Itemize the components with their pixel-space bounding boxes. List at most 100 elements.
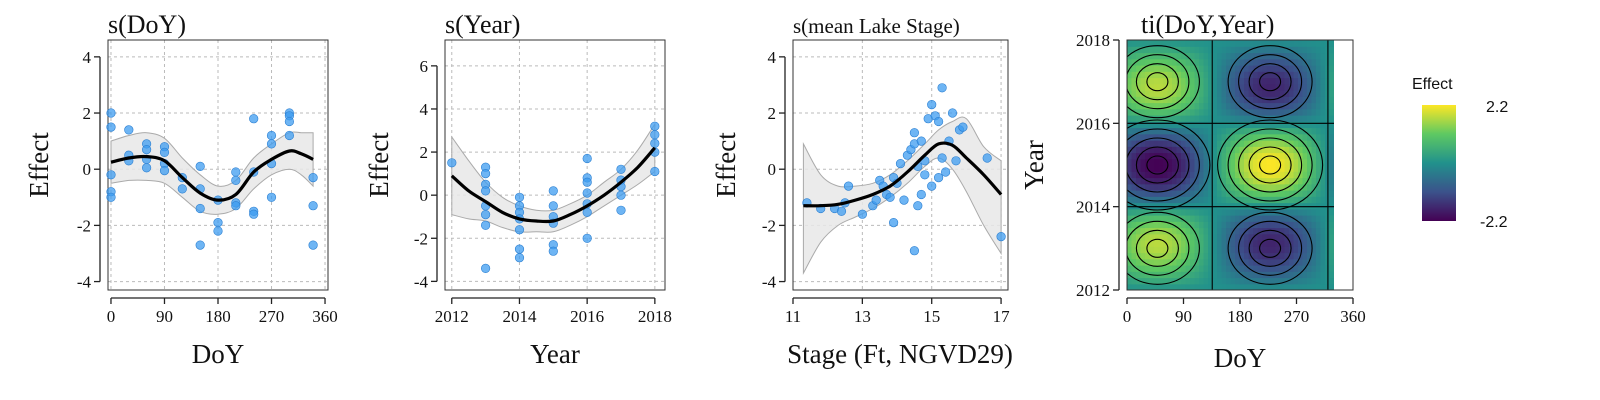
heatmap-cell xyxy=(1127,133,1133,141)
heatmap-cell xyxy=(1140,140,1146,147)
heatmap-cell xyxy=(1149,71,1155,79)
heatmap-cell xyxy=(1181,227,1187,235)
heatmap-cell xyxy=(1329,208,1334,216)
heatmap-cell xyxy=(1257,233,1263,241)
heatmap-cell xyxy=(1271,121,1277,129)
heatmap-cell xyxy=(1140,252,1146,260)
heatmap-cell xyxy=(1311,233,1317,241)
data-point xyxy=(159,166,170,176)
heatmap-cell xyxy=(1302,77,1308,85)
heatmap-cell xyxy=(1221,177,1227,185)
heatmap-cell xyxy=(1154,283,1160,290)
heatmap-cell xyxy=(1316,215,1322,222)
heatmap-cell xyxy=(1190,240,1196,247)
heatmap-cell xyxy=(1320,58,1326,66)
heatmap-cell xyxy=(1199,177,1205,185)
heatmap-cell xyxy=(1167,71,1173,79)
heatmap-cell xyxy=(1329,158,1334,166)
heatmap-cell xyxy=(1145,65,1151,72)
heatmap-cell xyxy=(1208,177,1214,185)
heatmap-cell xyxy=(1289,258,1295,266)
heatmap-cell xyxy=(1307,40,1313,47)
heatmap-cell xyxy=(1257,283,1263,290)
heatmap-cell xyxy=(1275,115,1281,122)
heatmap-cell xyxy=(1257,271,1263,279)
heatmap-cell xyxy=(1185,77,1191,85)
heatmap-cell xyxy=(1212,277,1218,285)
heatmap-cell xyxy=(1262,221,1268,229)
heatmap-cell xyxy=(1149,140,1155,147)
heatmap-cell xyxy=(1230,233,1236,241)
heatmap-cell xyxy=(1253,71,1259,79)
heatmap-cell xyxy=(1302,140,1308,147)
panel-title: s(mean Lake Stage) xyxy=(793,14,960,38)
heatmap-cell xyxy=(1208,221,1214,229)
heatmap-cell xyxy=(1176,190,1182,197)
heatmap-cell xyxy=(1212,52,1218,60)
heatmap-cell xyxy=(1311,115,1317,122)
heatmap-cell xyxy=(1199,96,1205,104)
heatmap-cell xyxy=(1194,102,1200,110)
heatmap-cell xyxy=(1284,246,1290,254)
heatmap-cell xyxy=(1239,146,1245,154)
heatmap-cell xyxy=(1221,40,1227,47)
heatmap-cell xyxy=(1284,208,1290,216)
heatmap-cell xyxy=(1248,283,1254,290)
heatmap-cell xyxy=(1131,208,1137,216)
heatmap-cell xyxy=(1271,221,1277,229)
plot-frame xyxy=(792,39,1009,291)
heatmap-cell xyxy=(1253,215,1259,222)
heatmap-cell xyxy=(1307,202,1313,210)
heatmap-cell xyxy=(1275,58,1281,66)
heatmap-cell xyxy=(1311,52,1317,60)
heatmap-cell xyxy=(1181,240,1187,247)
heatmap-cell xyxy=(1212,183,1218,191)
heatmap-cell xyxy=(1226,233,1232,241)
heatmap-cell xyxy=(1257,140,1263,147)
heatmap-cell xyxy=(1293,227,1299,235)
heatmap-cell xyxy=(1244,152,1250,160)
heatmap-cell xyxy=(1181,221,1187,229)
heatmap-cell xyxy=(1181,77,1187,85)
heatmap-cell xyxy=(1280,265,1286,272)
heatmap-cell xyxy=(1307,277,1313,285)
heatmap-cell xyxy=(1208,46,1214,54)
plot-frame xyxy=(107,39,329,291)
heatmap-cell xyxy=(1298,146,1304,154)
data-point xyxy=(249,114,259,124)
heatmap-cell xyxy=(1217,52,1223,60)
heatmap-cell xyxy=(1320,127,1326,135)
heatmap-cell xyxy=(1163,71,1169,79)
heatmap-cell xyxy=(1163,108,1169,116)
heatmap-cell xyxy=(1284,196,1290,204)
x-tick-label: 13 xyxy=(854,307,871,326)
data-point xyxy=(266,130,277,141)
heatmap-cell xyxy=(1208,158,1214,166)
heatmap-cell xyxy=(1316,83,1322,91)
heatmap-cell xyxy=(1185,271,1191,279)
heatmap-cell xyxy=(1307,102,1313,110)
heatmap-cell xyxy=(1172,271,1178,279)
heatmap-cell xyxy=(1199,240,1205,247)
heatmap-cell xyxy=(1131,40,1137,47)
heatmap-cell xyxy=(1307,265,1313,272)
heatmap-cell xyxy=(1253,152,1259,160)
heatmap-cell xyxy=(1329,40,1334,47)
heatmap-cell xyxy=(1311,221,1317,229)
heatmap-cell xyxy=(1185,133,1191,141)
heatmap-cell xyxy=(1154,102,1160,110)
heatmap-cell xyxy=(1230,140,1236,147)
heatmap-cell xyxy=(1275,90,1281,97)
heatmap-cell xyxy=(1284,121,1290,129)
heatmap-cell xyxy=(1302,190,1308,197)
heatmap-cell xyxy=(1298,258,1304,266)
heatmap-cell xyxy=(1235,140,1241,147)
heatmap-cell xyxy=(1208,146,1214,154)
heatmap-cell xyxy=(1154,202,1160,210)
heatmap-cell xyxy=(1127,71,1133,79)
heatmap-cell xyxy=(1235,58,1241,66)
heatmap-cell xyxy=(1203,171,1209,179)
heatmap-cell xyxy=(1316,265,1322,272)
heatmap-cell xyxy=(1140,165,1146,172)
